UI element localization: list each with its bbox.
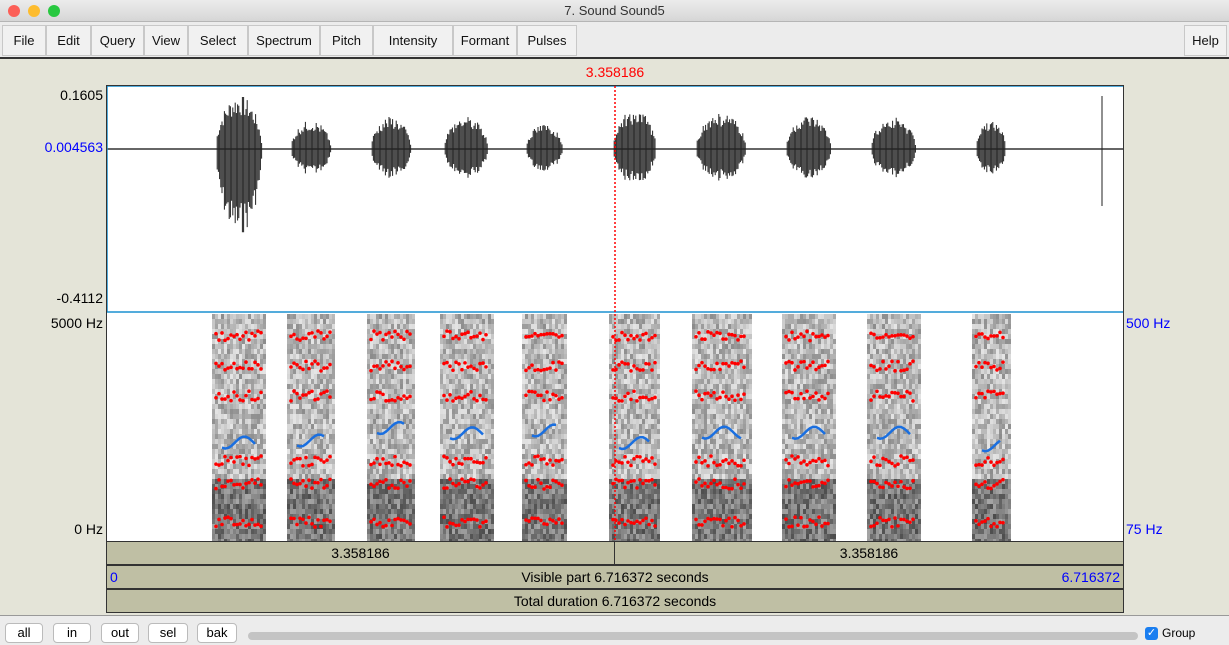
formant-points xyxy=(524,331,564,527)
pitch-contour xyxy=(876,425,911,440)
menu-formant[interactable]: Formant xyxy=(453,25,517,56)
menu-select[interactable]: Select xyxy=(188,25,248,56)
left-part-bar[interactable]: 3.358186 xyxy=(106,541,615,565)
formant-points xyxy=(694,330,746,529)
formant-tracks xyxy=(214,329,1005,529)
formant-points xyxy=(442,329,488,529)
formant-points xyxy=(869,331,915,529)
waveform-syllable xyxy=(871,117,916,178)
formant-points xyxy=(784,329,830,529)
formant-points xyxy=(369,329,412,529)
window-title: 7. Sound Sound5 xyxy=(564,3,665,18)
zoom-out-button[interactable]: out xyxy=(101,623,139,643)
minimize-button[interactable] xyxy=(28,5,40,17)
pitch-top-label: 500 Hz xyxy=(1126,315,1171,331)
horizontal-scrollbar[interactable] xyxy=(248,632,1138,640)
pitch-contour xyxy=(531,423,557,438)
visible-end: 6.716372 xyxy=(1061,569,1120,585)
zoom-button[interactable] xyxy=(48,5,60,17)
pitch-contour xyxy=(981,439,1001,453)
waveform-syllable xyxy=(613,114,656,181)
formant-points xyxy=(214,329,263,529)
menu-pitch[interactable]: Pitch xyxy=(320,25,373,56)
waveform-syllable xyxy=(976,121,1006,174)
pitch-bottom-label: 75 Hz xyxy=(1126,521,1163,537)
selected-panel-border xyxy=(107,86,1123,313)
spectrogram-bottom-label: 0 Hz xyxy=(74,521,103,537)
spectrogram-syllable xyxy=(287,314,335,541)
visible-part-label: Visible part 6.716372 seconds xyxy=(521,569,709,585)
waveform-syllable xyxy=(216,96,263,233)
waveform-syllable xyxy=(371,117,412,178)
menu-intensity[interactable]: Intensity xyxy=(373,25,453,56)
zoom-back-button[interactable]: bak xyxy=(197,623,237,643)
pitch-contour xyxy=(296,433,325,448)
total-duration-bar[interactable]: Total duration 6.716372 seconds xyxy=(106,589,1124,613)
spectrogram-syllable xyxy=(609,314,660,541)
group-label: Group xyxy=(1162,626,1196,640)
waveform-syllable xyxy=(526,124,563,171)
spectrogram-top-label: 5000 Hz xyxy=(50,315,103,331)
cursor-time-label: 3.358186 xyxy=(585,64,645,80)
spectrogram-syllable xyxy=(972,314,1011,541)
visible-part-bar[interactable]: 0 Visible part 6.716372 seconds 6.716372 xyxy=(106,565,1124,589)
zoom-all-button[interactable]: all xyxy=(5,623,43,643)
formant-points xyxy=(289,329,332,529)
menu-help[interactable]: Help xyxy=(1184,25,1227,56)
title-bar: 7. Sound Sound5 xyxy=(0,0,1229,22)
signal-display[interactable] xyxy=(106,85,1124,542)
waveform-max-label: 0.1605 xyxy=(60,87,103,103)
menu-edit[interactable]: Edit xyxy=(46,25,91,56)
menu-bar: File Edit Query View Select Spectrum Pit… xyxy=(0,22,1229,59)
group-checkbox[interactable]: ✓ xyxy=(1145,627,1158,640)
pitch-contour xyxy=(221,435,256,450)
pitch-contour xyxy=(701,425,742,440)
menu-spectrum[interactable]: Spectrum xyxy=(248,25,320,56)
spectrogram xyxy=(212,314,1011,541)
waveform-zero-label: 0.004563 xyxy=(44,139,103,155)
waveform-min-label: -0.4112 xyxy=(56,290,103,306)
waveform-syllable xyxy=(696,113,746,181)
waveform xyxy=(107,96,1123,233)
pitch-contour xyxy=(618,435,650,451)
spectrogram-syllable xyxy=(440,314,494,541)
formant-points xyxy=(974,330,1005,529)
zoom-selection-button[interactable]: sel xyxy=(148,623,188,643)
pitch-contour xyxy=(791,425,826,440)
pitch-contour xyxy=(449,426,484,441)
menu-query[interactable]: Query xyxy=(91,25,144,56)
waveform-syllable xyxy=(786,117,831,178)
pitch-contour xyxy=(376,420,405,436)
close-button[interactable] xyxy=(8,5,20,17)
menu-file[interactable]: File xyxy=(2,25,46,56)
bottom-bar: all in out sel bak ✓ Group xyxy=(0,615,1229,645)
visible-start: 0 xyxy=(110,569,118,585)
pitch-track xyxy=(221,420,1001,453)
right-part-bar[interactable]: 3.358186 xyxy=(614,541,1124,565)
menu-pulses[interactable]: Pulses xyxy=(517,25,577,56)
waveform-syllable xyxy=(291,121,332,174)
spectrogram-syllable xyxy=(212,314,266,541)
zoom-in-button[interactable]: in xyxy=(53,623,91,643)
spectrogram-syllable xyxy=(522,314,567,541)
waveform-syllable xyxy=(444,117,488,178)
menu-view[interactable]: View xyxy=(144,25,188,56)
